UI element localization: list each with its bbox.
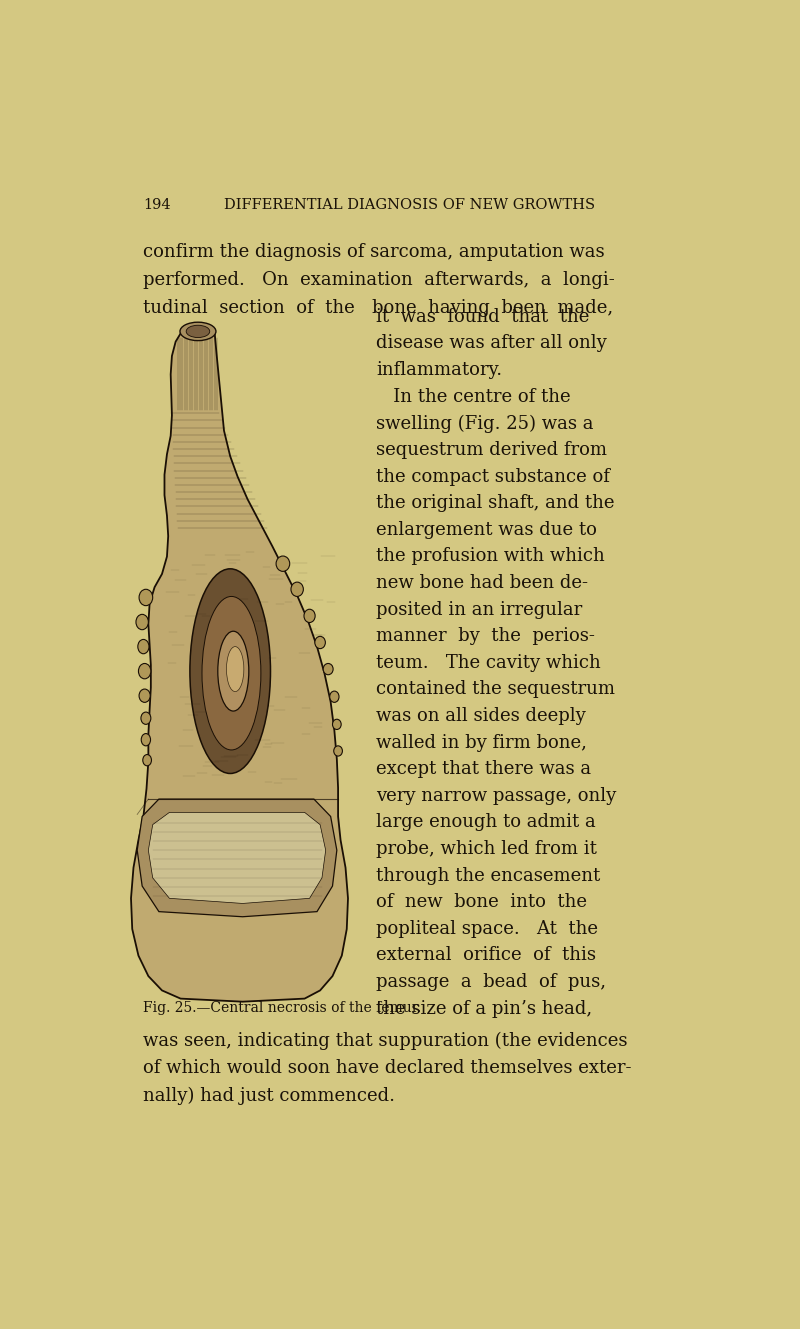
Ellipse shape: [333, 719, 341, 730]
Polygon shape: [131, 327, 348, 1002]
Text: it  was  found  that  the: it was found that the: [376, 308, 590, 326]
Ellipse shape: [304, 609, 315, 622]
Text: manner  by  the  perios-: manner by the perios-: [376, 627, 594, 645]
Text: new bone had been de-: new bone had been de-: [376, 574, 588, 591]
Ellipse shape: [138, 639, 149, 654]
Text: was seen, indicating that suppuration (the evidences: was seen, indicating that suppuration (t…: [143, 1031, 628, 1050]
Ellipse shape: [139, 589, 153, 606]
Text: posited in an irregular: posited in an irregular: [376, 601, 582, 618]
Ellipse shape: [142, 755, 151, 766]
Text: large enough to admit a: large enough to admit a: [376, 813, 596, 832]
Text: performed.   On  examination  afterwards,  a  longi-: performed. On examination afterwards, a …: [143, 271, 615, 288]
Text: except that there was a: except that there was a: [376, 760, 591, 779]
Ellipse shape: [218, 631, 249, 711]
Text: disease was after all only: disease was after all only: [376, 335, 606, 352]
Ellipse shape: [330, 691, 339, 702]
Text: of which would soon have declared themselves exter-: of which would soon have declared themse…: [143, 1059, 632, 1076]
Text: inflammatory.: inflammatory.: [376, 361, 502, 379]
Ellipse shape: [291, 582, 303, 597]
Text: tudinal  section  of  the   bone  having  been  made,: tudinal section of the bone having been …: [143, 299, 614, 316]
Ellipse shape: [142, 734, 150, 746]
Text: external  orifice  of  this: external orifice of this: [376, 946, 596, 965]
Text: contained the sequestrum: contained the sequestrum: [376, 680, 615, 698]
Polygon shape: [138, 799, 337, 917]
Text: the size of a pin’s head,: the size of a pin’s head,: [376, 999, 592, 1018]
Text: was on all sides deeply: was on all sides deeply: [376, 707, 586, 724]
Text: through the encasement: through the encasement: [376, 867, 600, 885]
Ellipse shape: [323, 663, 333, 675]
Ellipse shape: [334, 746, 342, 756]
Ellipse shape: [139, 688, 150, 702]
Text: swelling (Fig. 25) was a: swelling (Fig. 25) was a: [376, 415, 594, 432]
Ellipse shape: [202, 597, 261, 750]
Text: the profusion with which: the profusion with which: [376, 548, 605, 565]
Text: very narrow passage, only: very narrow passage, only: [376, 787, 616, 805]
Text: DIFFERENTIAL DIAGNOSIS OF NEW GROWTHS: DIFFERENTIAL DIAGNOSIS OF NEW GROWTHS: [225, 198, 595, 213]
Ellipse shape: [180, 322, 216, 340]
Text: 194: 194: [143, 198, 171, 213]
Ellipse shape: [136, 614, 148, 630]
Text: passage  a  bead  of  pus,: passage a bead of pus,: [376, 973, 606, 991]
Ellipse shape: [190, 569, 270, 773]
Text: In the centre of the: In the centre of the: [376, 388, 570, 405]
Text: nally) had just commenced.: nally) had just commenced.: [143, 1087, 395, 1104]
Ellipse shape: [315, 637, 326, 649]
Text: probe, which led from it: probe, which led from it: [376, 840, 597, 859]
Text: popliteal space.   At  the: popliteal space. At the: [376, 920, 598, 938]
Polygon shape: [148, 812, 326, 904]
Text: confirm the diagnosis of sarcoma, amputation was: confirm the diagnosis of sarcoma, amputa…: [143, 243, 605, 262]
Text: enlargement was due to: enlargement was due to: [376, 521, 597, 538]
Text: teum.   The cavity which: teum. The cavity which: [376, 654, 601, 671]
Text: walled in by firm bone,: walled in by firm bone,: [376, 734, 586, 752]
Ellipse shape: [141, 712, 151, 724]
Ellipse shape: [226, 647, 244, 691]
Text: the compact substance of: the compact substance of: [376, 468, 610, 485]
Ellipse shape: [276, 556, 290, 571]
Text: the original shaft, and the: the original shaft, and the: [376, 494, 614, 512]
Ellipse shape: [186, 326, 210, 338]
Text: sequestrum derived from: sequestrum derived from: [376, 441, 607, 459]
Ellipse shape: [138, 663, 151, 679]
Text: of  new  bone  into  the: of new bone into the: [376, 893, 587, 912]
Text: Fig. 25.—Central necrosis of the femur.: Fig. 25.—Central necrosis of the femur.: [143, 1001, 422, 1014]
